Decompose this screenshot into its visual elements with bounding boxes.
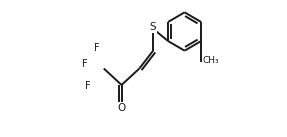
Text: O: O [117,103,126,113]
Text: F: F [94,43,100,53]
Text: CH₃: CH₃ [203,56,220,65]
Text: F: F [84,81,90,91]
Text: S: S [149,22,156,32]
Text: F: F [82,59,88,69]
